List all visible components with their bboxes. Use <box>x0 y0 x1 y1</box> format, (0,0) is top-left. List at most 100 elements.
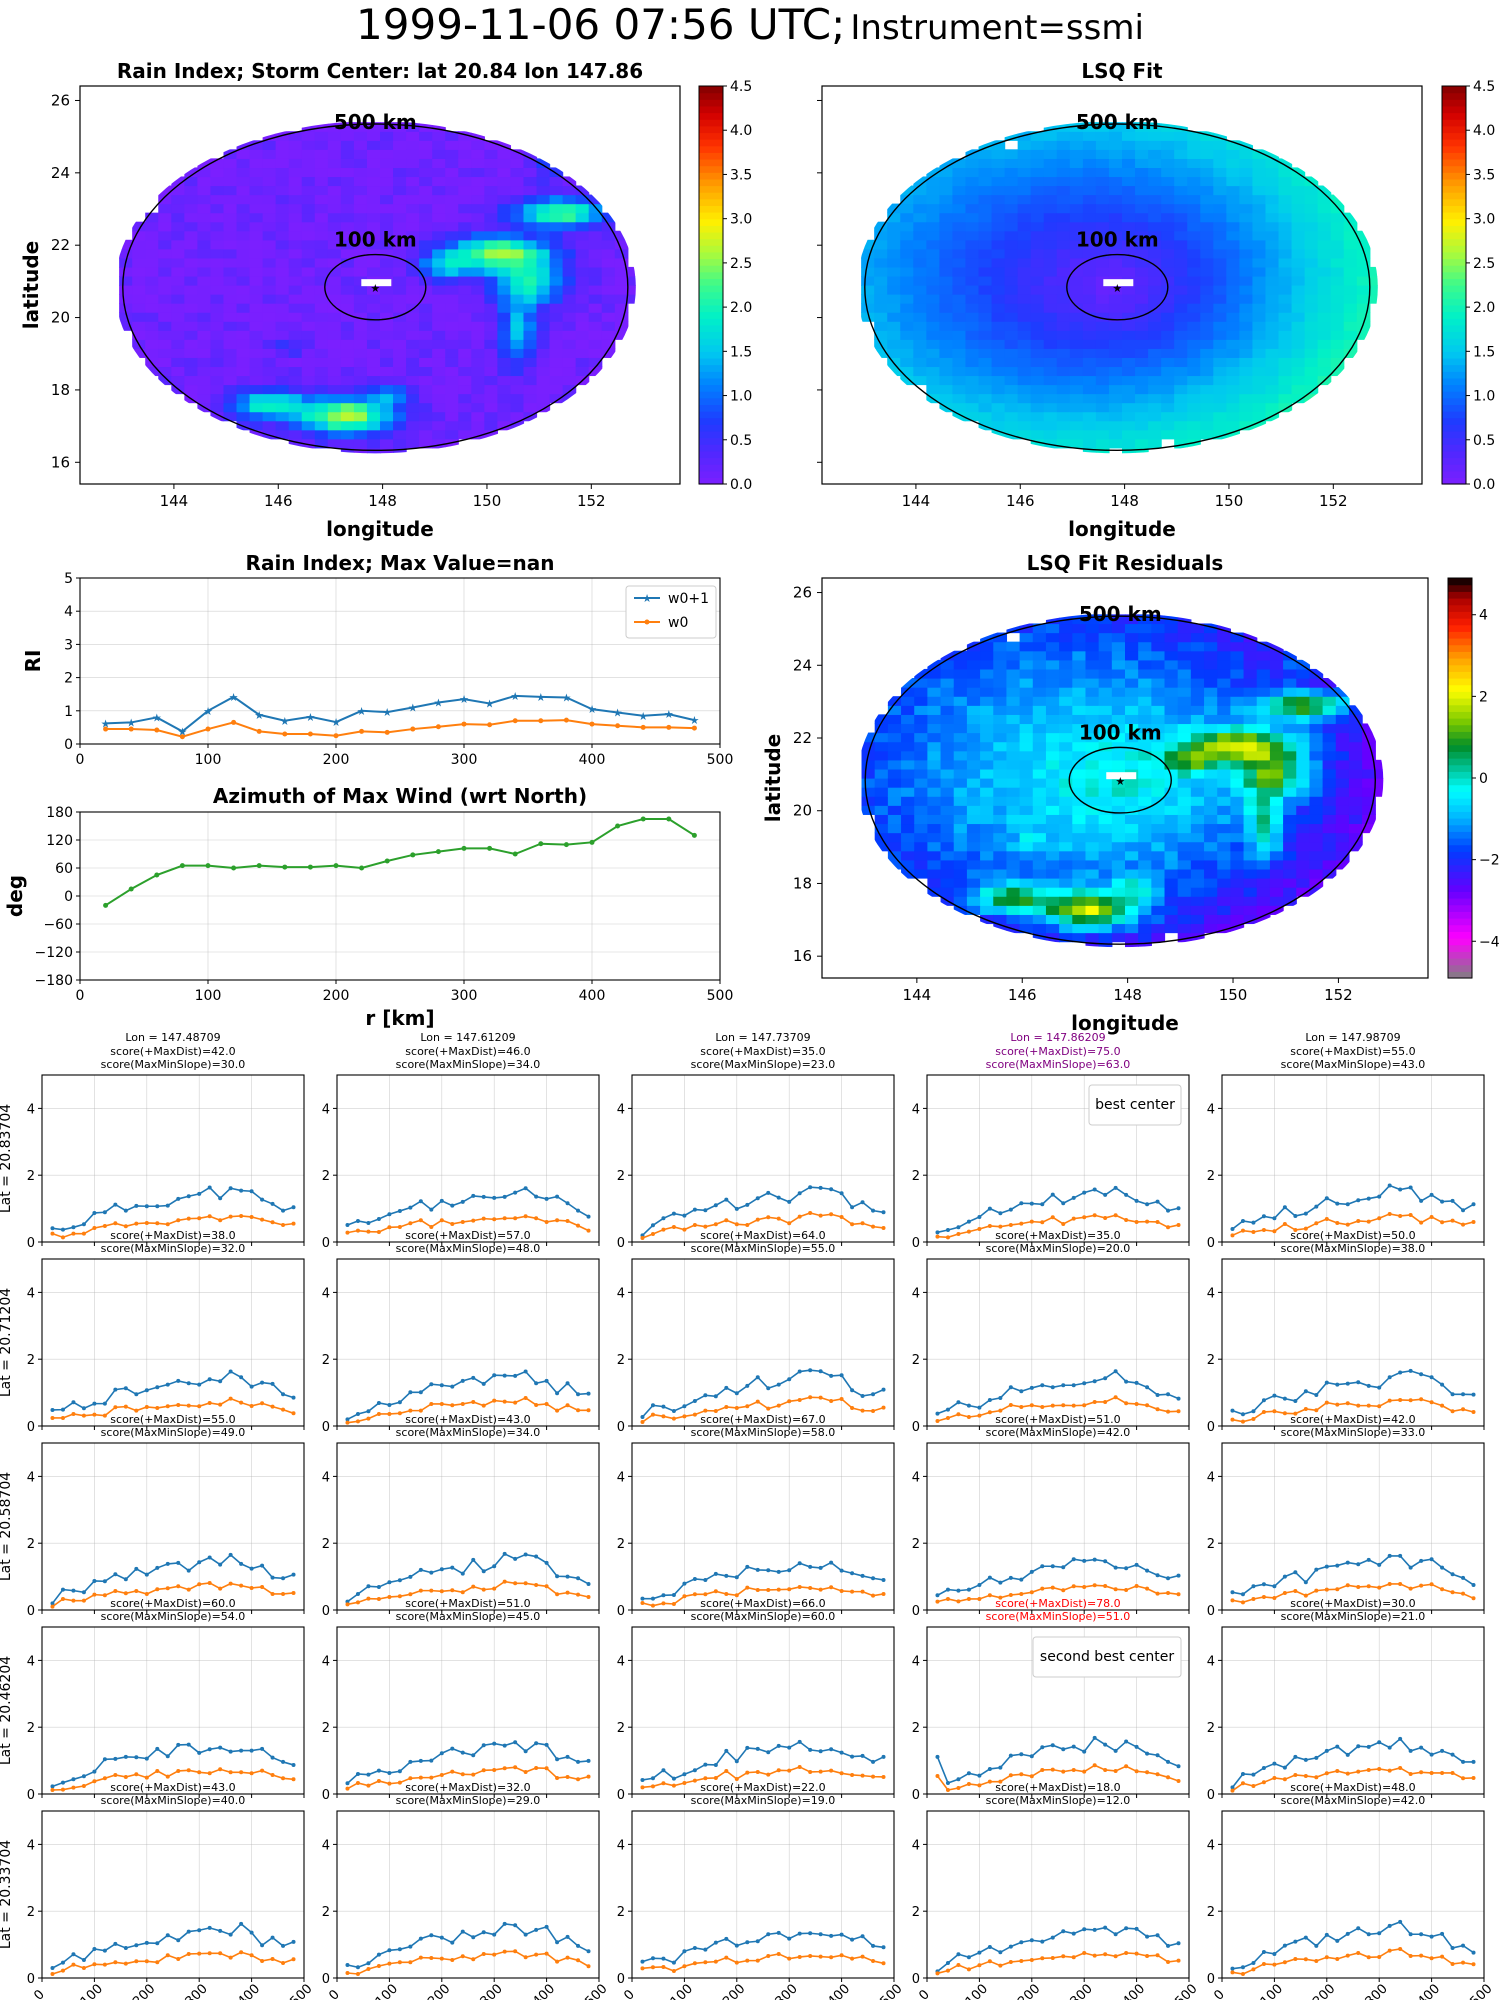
field-cell <box>1164 859 1179 870</box>
field-cell <box>1200 239 1214 250</box>
colorbar-tick-label: 0 <box>1479 771 1488 787</box>
field-cell <box>340 366 355 377</box>
field-cell <box>1161 230 1175 241</box>
field-cell <box>1082 257 1097 268</box>
field-cell <box>1226 294 1240 304</box>
colorbar-segment <box>1448 718 1472 726</box>
field-cell <box>536 294 551 304</box>
field-cell <box>1059 841 1073 852</box>
field-cell <box>627 294 636 304</box>
field-cell <box>445 321 459 331</box>
field-cell <box>1111 878 1126 888</box>
field-cell <box>353 420 368 431</box>
data-point: ★ <box>459 693 469 706</box>
field-cell <box>1059 687 1073 697</box>
field-cell <box>1082 330 1097 340</box>
field-cell <box>1059 741 1073 752</box>
field-cell <box>1256 678 1271 688</box>
data-point <box>231 865 237 871</box>
field-cell <box>1030 321 1045 331</box>
field-cell <box>1108 257 1123 268</box>
field-cell <box>1343 275 1358 286</box>
field-cell <box>458 285 472 295</box>
field-cell <box>184 257 198 268</box>
field-cell <box>1204 723 1218 734</box>
field-cell <box>1151 796 1166 806</box>
field-cell <box>497 411 512 422</box>
field-cell <box>1283 696 1297 706</box>
field-cell <box>301 303 316 313</box>
field-cell <box>1348 723 1363 734</box>
field-cell <box>900 221 914 232</box>
field-cell <box>1164 741 1179 752</box>
field-cell <box>1004 230 1019 241</box>
field-cell <box>1187 266 1201 277</box>
field-cell <box>1291 285 1306 295</box>
field-cell <box>1230 868 1245 879</box>
field-cell <box>210 330 225 340</box>
field-cell <box>1164 823 1179 834</box>
field-cell <box>471 402 485 413</box>
field-cell <box>1004 248 1019 259</box>
data-point <box>359 865 365 871</box>
field-cell <box>1045 732 1060 743</box>
data-point <box>487 845 493 851</box>
field-cell <box>1278 203 1293 214</box>
field-cell <box>1204 768 1218 779</box>
field-cell <box>575 330 590 340</box>
field-cell <box>471 185 485 196</box>
field-cell <box>1174 185 1188 196</box>
field-cell <box>1204 750 1218 761</box>
y-axis-label: deg <box>3 875 27 917</box>
field-cell <box>1200 131 1214 141</box>
field-cell <box>497 402 512 413</box>
field-cell <box>1043 185 1058 196</box>
field-cell <box>419 348 433 358</box>
field-cell <box>1108 158 1123 169</box>
field-cell <box>939 239 954 250</box>
y-tick-label: 24 <box>51 164 70 182</box>
colorbar-segment <box>1442 265 1466 273</box>
field-cell <box>1043 384 1058 395</box>
data-point <box>1040 1383 1045 1388</box>
field-cell <box>1200 203 1214 214</box>
colorbar-segment <box>1442 384 1466 392</box>
data-point <box>1124 1192 1129 1197</box>
field-cell <box>1187 212 1201 223</box>
field-cell <box>1098 641 1113 652</box>
field-cell <box>1200 248 1214 259</box>
field-cell <box>145 239 159 250</box>
field-cell <box>536 402 551 413</box>
data-point <box>291 1395 296 1400</box>
colorbar-segment <box>1442 178 1466 187</box>
subplot-score-maxminslope: score(MaxMinSlope)=38.0 <box>1281 1242 1426 1255</box>
field-cell <box>1226 257 1240 268</box>
field-cell <box>1030 339 1045 349</box>
colorbar-segment <box>1448 751 1472 759</box>
field-cell <box>562 194 577 205</box>
data-point <box>787 1199 792 1204</box>
field-cell <box>914 668 928 679</box>
field-cell <box>1243 878 1258 888</box>
y-tick-label: 0 <box>617 1420 625 1435</box>
field-cell <box>1190 768 1205 779</box>
field-cell <box>900 348 914 358</box>
field-cell <box>1278 384 1293 395</box>
field-cell <box>1256 905 1271 915</box>
data-point <box>155 1405 160 1410</box>
field-cell <box>1085 750 1100 761</box>
field-cell <box>288 149 303 159</box>
field-cell <box>1230 659 1245 670</box>
series-line <box>105 818 695 907</box>
data-point <box>797 1369 802 1374</box>
field-cell <box>236 275 251 286</box>
data-point <box>977 1226 982 1231</box>
colorbar-segment <box>1442 139 1466 147</box>
field-cell <box>1004 185 1019 196</box>
field-cell <box>1343 321 1358 331</box>
field-cell <box>1204 659 1218 670</box>
field-cell <box>314 248 329 259</box>
colorbar-segment <box>699 470 723 478</box>
data-point: ★ <box>229 691 239 704</box>
field-cell <box>1125 896 1139 906</box>
